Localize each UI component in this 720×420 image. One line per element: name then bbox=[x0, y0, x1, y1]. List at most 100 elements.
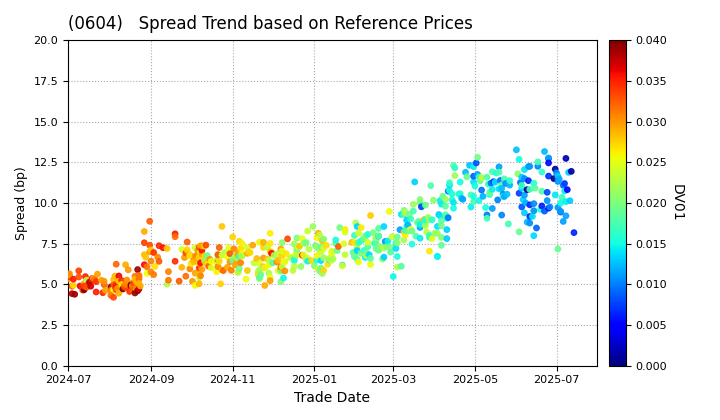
Point bbox=[255, 271, 266, 278]
Point bbox=[153, 258, 165, 265]
Point bbox=[266, 250, 277, 257]
Point bbox=[402, 222, 414, 228]
Point bbox=[482, 181, 494, 188]
Point bbox=[444, 179, 455, 186]
Point bbox=[556, 194, 567, 201]
Point bbox=[116, 281, 127, 288]
Point bbox=[233, 253, 245, 260]
Point bbox=[96, 277, 107, 284]
Point bbox=[253, 275, 265, 282]
Point bbox=[236, 252, 248, 259]
Point bbox=[528, 207, 539, 214]
Point bbox=[523, 163, 534, 170]
Point bbox=[552, 246, 564, 252]
Point bbox=[113, 290, 125, 297]
Point bbox=[214, 244, 225, 251]
Point bbox=[258, 255, 269, 261]
Point bbox=[351, 256, 363, 263]
Point bbox=[230, 253, 241, 260]
Point bbox=[258, 265, 269, 271]
Point bbox=[359, 234, 371, 240]
Point bbox=[493, 186, 505, 192]
Point bbox=[423, 232, 435, 239]
Point bbox=[373, 225, 384, 232]
Point bbox=[492, 197, 503, 203]
Point bbox=[423, 214, 434, 221]
Point bbox=[216, 252, 228, 259]
Point bbox=[312, 245, 324, 252]
Point bbox=[233, 252, 244, 258]
Point bbox=[148, 249, 159, 256]
Point bbox=[496, 212, 508, 218]
Point bbox=[490, 170, 502, 176]
Point bbox=[149, 263, 161, 270]
Point bbox=[539, 208, 550, 215]
Point bbox=[287, 267, 299, 274]
Point bbox=[233, 269, 244, 276]
Point bbox=[195, 249, 207, 256]
Point bbox=[298, 240, 310, 247]
Point bbox=[243, 248, 254, 255]
Point bbox=[291, 247, 302, 254]
Point bbox=[518, 196, 529, 203]
Point bbox=[125, 283, 137, 290]
Point bbox=[510, 147, 522, 153]
Point bbox=[161, 245, 173, 252]
Point bbox=[312, 230, 324, 236]
Point bbox=[266, 249, 277, 255]
Point bbox=[543, 155, 554, 161]
Point bbox=[559, 180, 570, 187]
Point bbox=[194, 260, 205, 266]
Point bbox=[109, 273, 121, 280]
Point bbox=[124, 281, 135, 287]
Point bbox=[484, 189, 495, 195]
Point bbox=[331, 247, 343, 254]
Point bbox=[244, 249, 256, 256]
Point bbox=[222, 253, 233, 260]
Point bbox=[432, 253, 444, 260]
Point bbox=[555, 200, 567, 207]
Point bbox=[474, 177, 486, 184]
Point bbox=[189, 253, 201, 260]
Point bbox=[405, 226, 416, 233]
Point bbox=[373, 233, 384, 239]
Point bbox=[390, 245, 402, 252]
Point bbox=[373, 247, 384, 254]
Point bbox=[132, 278, 143, 285]
Point bbox=[499, 193, 510, 200]
Point bbox=[359, 254, 371, 261]
Point bbox=[145, 269, 157, 276]
Point bbox=[410, 233, 422, 239]
Point bbox=[398, 207, 410, 214]
Point bbox=[515, 179, 526, 186]
Point bbox=[488, 178, 500, 185]
Point bbox=[214, 258, 225, 265]
Point bbox=[549, 166, 561, 173]
Point bbox=[528, 207, 539, 214]
Point bbox=[425, 182, 436, 189]
Point bbox=[272, 257, 284, 264]
Point bbox=[217, 267, 229, 274]
Point bbox=[468, 163, 480, 170]
Point bbox=[129, 276, 140, 283]
Point bbox=[78, 286, 90, 293]
Point bbox=[240, 276, 252, 283]
Point bbox=[392, 239, 403, 246]
Point bbox=[487, 168, 498, 175]
Point bbox=[81, 277, 93, 284]
Point bbox=[300, 256, 312, 263]
Point bbox=[317, 270, 328, 277]
Point bbox=[512, 171, 523, 177]
Point bbox=[390, 239, 402, 246]
Point bbox=[348, 232, 360, 239]
Point bbox=[300, 240, 311, 247]
Point bbox=[464, 162, 475, 169]
Point bbox=[346, 239, 358, 246]
Point bbox=[179, 254, 190, 261]
Point bbox=[433, 211, 444, 218]
Point bbox=[400, 231, 411, 238]
Point bbox=[384, 249, 396, 255]
Point bbox=[449, 172, 461, 179]
Point bbox=[356, 250, 367, 257]
Point bbox=[227, 257, 238, 264]
